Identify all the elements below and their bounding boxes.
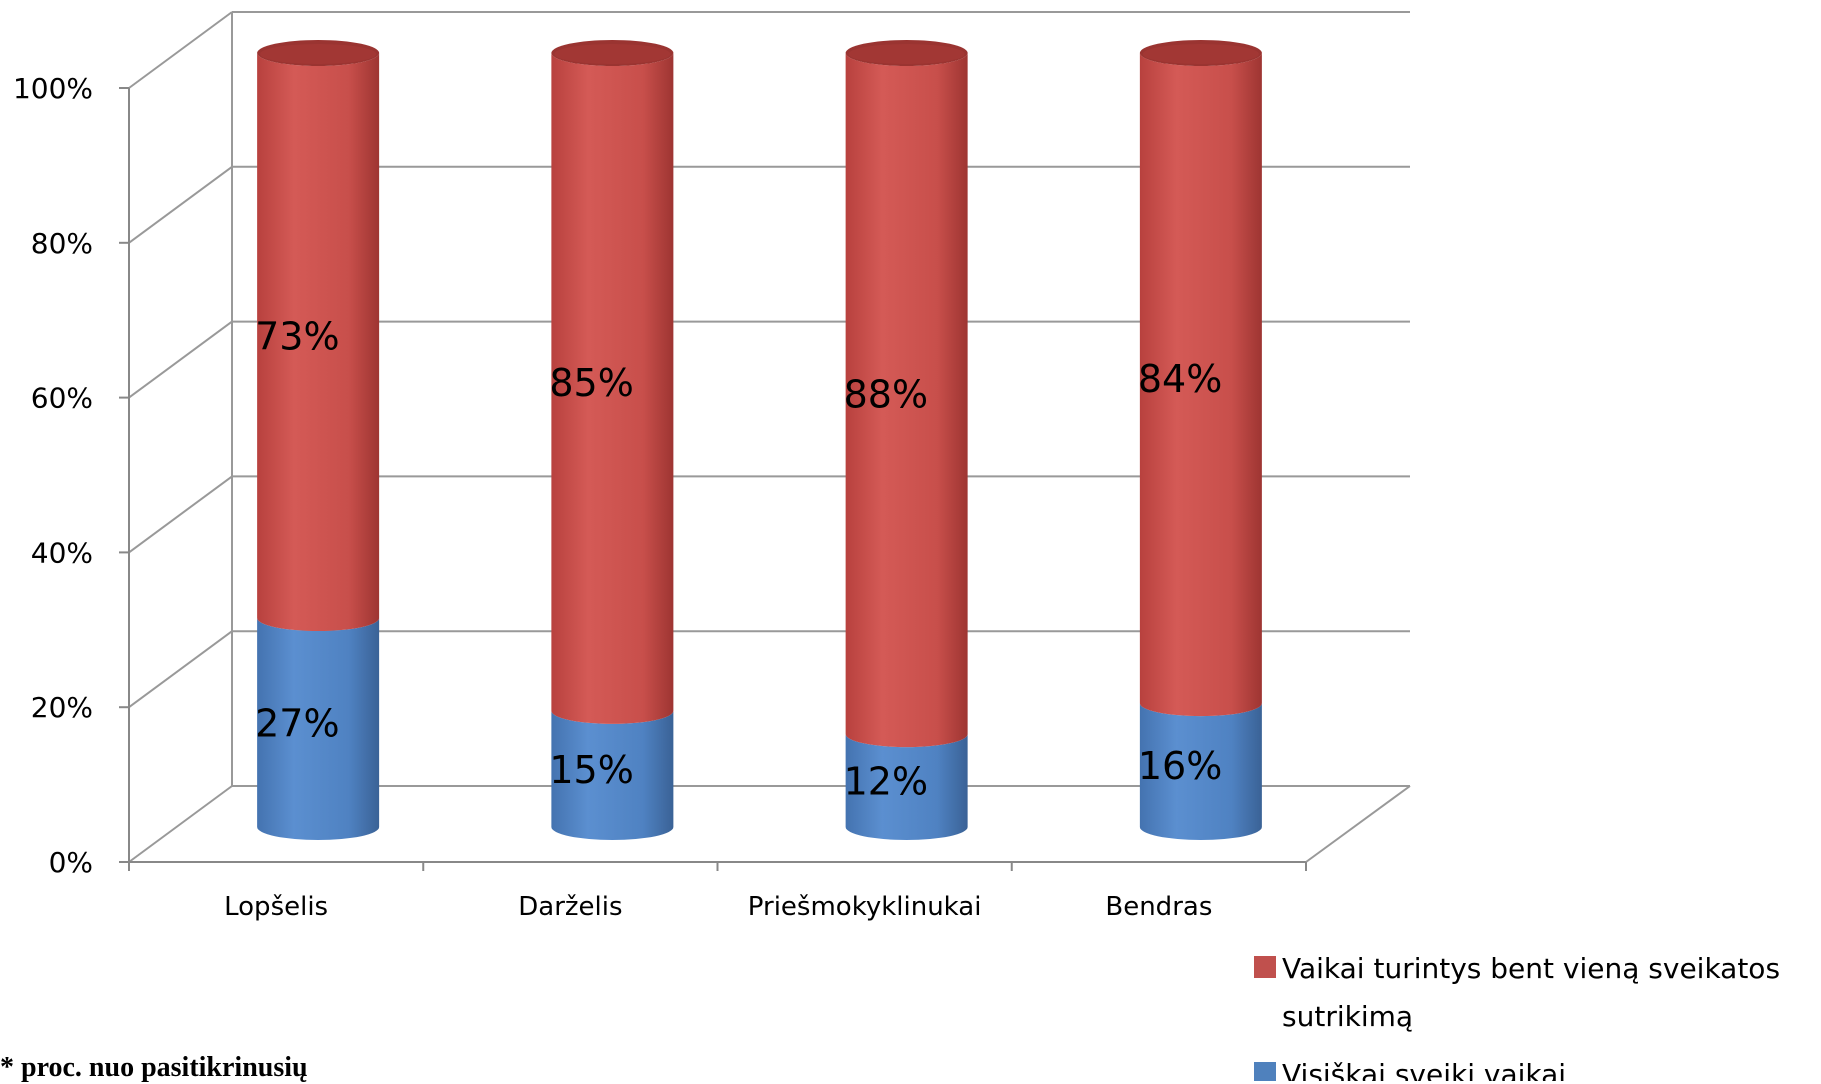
bar-disorder [551,53,674,724]
bar-disorder [257,53,380,632]
y-tick-label: 40% [31,536,93,569]
x-tick-label: Bendras [1105,892,1212,922]
y-tick-label: 80% [31,227,93,260]
gridline-depth [128,11,233,89]
bar-top-cap-shade [1142,44,1259,64]
bar-disorder [845,53,968,748]
chart-axes: 0% 20% 40% 60% 80% 100% Lopšelis Darželis Priešm… [13,72,1411,922]
gridline-depth [128,320,233,399]
x-tick-label: Lopšelis [224,892,328,922]
y-tick-label: 20% [31,691,93,724]
footnote: * proc. nuo pasitikrinusių [0,1052,308,1083]
data-label: 84% [1138,357,1222,401]
gridline-depth [128,165,233,244]
data-label: 15% [549,748,633,792]
gridline-depth [128,630,233,709]
data-label: 85% [549,361,633,405]
x-tick-label: Priešmokyklinukai [748,892,982,922]
data-label: 12% [844,760,928,804]
legend-label: Vaikai turintys bent vieną sveikatos [1282,952,1780,985]
bar-top-cap-shade [848,44,965,64]
data-label: 16% [1138,744,1222,788]
data-label: 27% [255,702,339,746]
y-tick-label: 60% [31,382,93,415]
bar-healthy [551,710,674,840]
bar-healthy [1139,703,1262,840]
bar-top-cap-shade [554,44,671,64]
chart-legend: Vaikai turintys bent vieną sveikatos sutr… [1254,952,1780,1081]
legend-label: Visiškai sveiki vaikai [1282,1058,1566,1081]
legend-label: sutrikimą [1282,1000,1413,1033]
gridline-depth [128,475,233,554]
data-label: 88% [844,373,928,417]
bar-top-cap-shade [260,44,377,64]
gridline-depth [128,785,233,863]
bar-disorder [1139,53,1262,717]
legend-swatch [1254,1062,1276,1081]
legend-swatch [1254,956,1276,978]
chart-data-labels: 27% 73% 15% 85% 12% 88% 16% 84% [255,315,1222,804]
x-tick-label: Darželis [518,892,622,922]
y-tick-label: 0% [49,846,93,879]
floor-right-edge [1305,785,1411,863]
y-tick-label: 100% [13,72,93,105]
chart-bars [257,40,1262,840]
bar-healthy [257,618,380,840]
data-label: 73% [255,315,339,359]
bar-healthy [845,734,968,840]
